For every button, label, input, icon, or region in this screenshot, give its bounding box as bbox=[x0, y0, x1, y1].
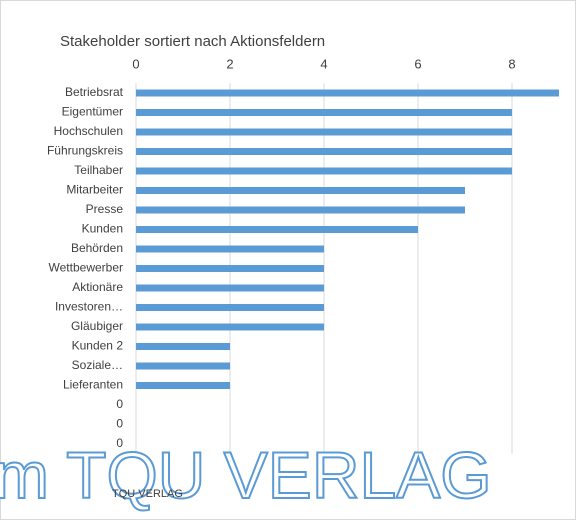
x-tick-label: 8 bbox=[508, 56, 515, 71]
y-tick-label: Kunden 2 bbox=[72, 339, 124, 353]
bar bbox=[136, 382, 230, 389]
y-tick-label: Gläubiger bbox=[71, 319, 123, 333]
y-tick-label: Kunden bbox=[82, 222, 123, 236]
bar bbox=[136, 323, 324, 331]
y-tick-label: Lieferanten bbox=[63, 378, 123, 392]
y-tick-label: Führungskreis bbox=[47, 144, 123, 158]
bar bbox=[136, 265, 324, 272]
y-tick-label: Soziale… bbox=[72, 358, 123, 372]
y-tick-label: Betriebsrat bbox=[65, 85, 124, 99]
bar bbox=[136, 187, 465, 194]
y-tick-label: Presse bbox=[86, 202, 124, 216]
bar bbox=[136, 206, 465, 214]
bar bbox=[136, 89, 559, 97]
y-tick-label: Investoren… bbox=[55, 300, 123, 314]
bar bbox=[136, 109, 512, 116]
x-tick-label: 0 bbox=[132, 56, 139, 71]
y-tick-label: Eigentümer bbox=[62, 105, 123, 119]
y-tick-label: Mitarbeiter bbox=[66, 183, 123, 197]
y-tick-label: Hochschulen bbox=[54, 124, 123, 138]
chart-title: Stakeholder sortiert nach Aktionsfeldern bbox=[60, 33, 325, 50]
x-tick-label: 4 bbox=[320, 56, 327, 71]
bar bbox=[136, 343, 230, 350]
bar bbox=[136, 226, 418, 233]
bar bbox=[136, 284, 324, 292]
watermark: m TQU VERLAG bbox=[0, 438, 492, 512]
watermark-small: TQU VERLAG bbox=[112, 488, 183, 500]
y-tick-label: Behörden bbox=[71, 241, 123, 255]
y-tick-label: 0 bbox=[116, 436, 123, 450]
y-tick-label: Aktionäre bbox=[72, 280, 123, 294]
x-tick-label: 2 bbox=[226, 56, 233, 71]
bar bbox=[136, 128, 512, 136]
y-tick-label: 0 bbox=[116, 417, 123, 431]
bar bbox=[136, 304, 324, 311]
y-tick-label: Teilhaber bbox=[74, 163, 123, 177]
x-tick-label: 6 bbox=[414, 56, 421, 71]
bar bbox=[136, 245, 324, 253]
bar bbox=[136, 148, 512, 155]
bar bbox=[136, 167, 512, 175]
y-tick-label: Wettbewerber bbox=[49, 261, 123, 275]
y-tick-label: 0 bbox=[116, 397, 123, 411]
bar bbox=[136, 362, 230, 370]
